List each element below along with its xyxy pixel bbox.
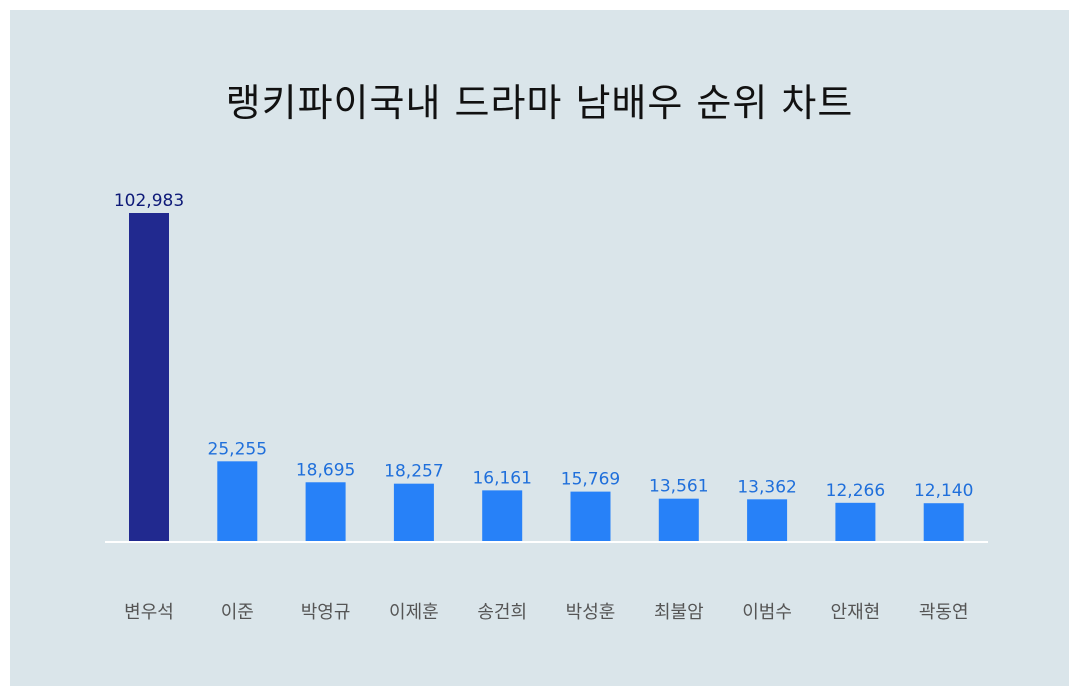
- value-label-7: 13,561: [649, 477, 708, 497]
- category-label-3: 박영규: [301, 602, 351, 623]
- value-label-2: 25,255: [208, 439, 267, 459]
- bar-6: [570, 491, 611, 542]
- category-label-7: 최불암: [654, 602, 704, 623]
- chart-background: [10, 10, 1069, 686]
- bar-4: [393, 483, 434, 542]
- category-label-6: 박성훈: [566, 602, 616, 623]
- bar-5: [482, 490, 523, 542]
- category-label-5: 송건희: [477, 602, 527, 623]
- value-label-1: 102,983: [114, 191, 184, 211]
- value-label-8: 13,362: [737, 477, 796, 497]
- bar-1: [129, 213, 169, 542]
- category-label-4: 이제훈: [389, 602, 439, 623]
- bar-10: [923, 503, 964, 542]
- bar-9: [835, 502, 876, 542]
- chart-title: 랭키파이국내 드라마 남배우 순위 차트: [225, 81, 854, 125]
- bar-7: [658, 498, 699, 542]
- value-label-9: 12,266: [826, 481, 885, 501]
- category-label-2: 이준: [221, 602, 254, 623]
- bar-2: [217, 461, 258, 542]
- category-label-1: 변우석: [124, 602, 174, 623]
- bar-8: [747, 499, 788, 542]
- category-label-9: 안재현: [831, 602, 881, 623]
- bar-3: [305, 482, 346, 542]
- value-label-5: 16,161: [472, 468, 531, 488]
- value-label-3: 18,695: [296, 460, 355, 480]
- category-label-8: 이범수: [742, 602, 792, 623]
- value-label-10: 12,140: [914, 481, 973, 501]
- value-label-4: 18,257: [384, 462, 443, 482]
- value-label-6: 15,769: [561, 470, 620, 490]
- category-label-10: 곽동연: [919, 602, 969, 623]
